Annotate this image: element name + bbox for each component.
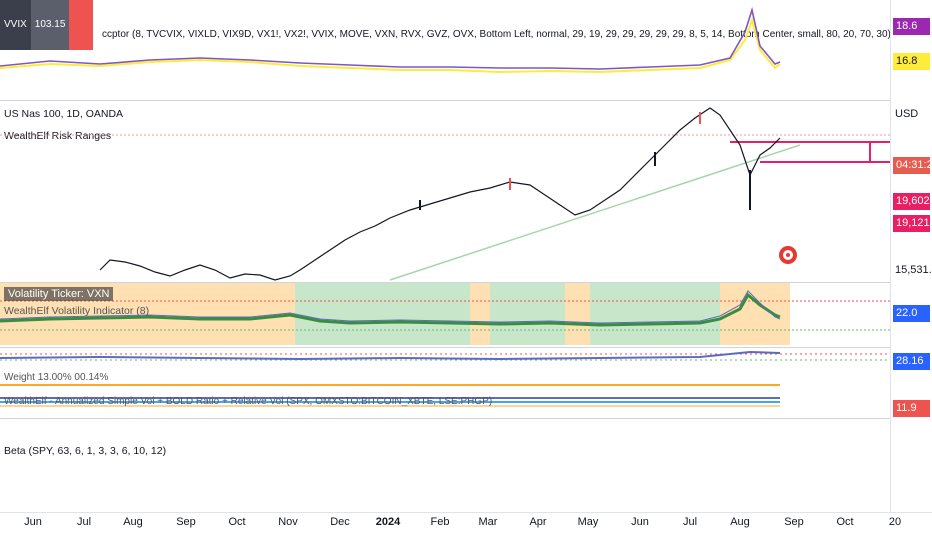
ticker-badge-color — [69, 0, 94, 50]
risk-upper-badge: 19,602.6 — [893, 193, 932, 210]
time-axis-label: Jun — [24, 516, 42, 528]
time-axis-label: Aug — [730, 516, 750, 528]
top-indicator-label[interactable]: ccptor (8, TVCVIX, VIXLD, VIX9D, VX1!, V… — [102, 29, 891, 40]
risk-ranges-label[interactable]: WealthElf Risk Ranges — [4, 130, 112, 142]
time-axis-label: Jul — [682, 516, 698, 528]
time-axis-label: Mar — [478, 516, 498, 528]
vix-price-badge: 18.6 — [893, 18, 930, 35]
event-icon — [779, 246, 797, 264]
vix-line — [0, 6, 781, 70]
relative-vol-badge: 11.9 — [893, 400, 930, 417]
time-axis-label: Apr — [529, 516, 547, 528]
price-scale[interactable] — [890, 0, 932, 512]
candles — [419, 112, 751, 210]
time-axis-label: Jul — [76, 516, 92, 528]
ticker-badges: VVIX 103.15 — [0, 0, 94, 50]
time-axis-label: Nov — [278, 516, 298, 528]
time-axis-label: Feb — [430, 516, 450, 528]
trend-line — [389, 144, 801, 281]
vvix-line — [0, 16, 781, 74]
vxn-line — [0, 292, 781, 327]
time-axis-label: 20 — [888, 516, 902, 528]
time-axis-label: Oct — [228, 516, 246, 528]
pane-separator — [0, 282, 890, 283]
time-axis[interactable] — [0, 512, 932, 551]
pane-separator — [0, 418, 890, 419]
volatility-indicator-label[interactable]: WealthElf Volatility Indicator (8) — [4, 305, 150, 317]
time-axis-label: Sep — [784, 516, 804, 528]
beta-label[interactable]: Beta (SPY, 63, 6, 1, 3, 3, 6, 10, 12) — [4, 445, 167, 457]
risk-lower-badge: 19,121.7 — [893, 215, 932, 232]
main-price-chart — [0, 107, 890, 281]
volatility-ticker-label[interactable]: Volatility Ticker: VXN — [4, 287, 114, 301]
price-series — [99, 107, 781, 281]
price-scale-bottom-value: 15,531.6 — [895, 264, 932, 276]
time-axis-label: Aug — [123, 516, 143, 528]
countdown-badge: 04:31:28 — [893, 157, 932, 174]
pane-separator — [0, 347, 890, 348]
weight-row: Weight 13.00% 00.14% — [4, 372, 109, 383]
symbol-title[interactable]: US Nas 100, 1D, OANDA — [4, 108, 124, 120]
time-axis-label: May — [577, 516, 599, 528]
time-axis-label: Jun — [631, 516, 649, 528]
time-axis-label: 2024 — [375, 516, 401, 528]
ratio-pane — [0, 350, 890, 407]
currency-label[interactable]: USD — [895, 108, 919, 120]
top-volatility-pane — [0, 6, 781, 74]
ticker-badge-value: 103.15 — [30, 0, 70, 50]
ratio-value-badge: 28.16 — [893, 353, 930, 370]
time-axis-label: Dec — [330, 516, 350, 528]
ticker-badge[interactable]: VVIX — [0, 0, 31, 50]
pane-separator — [0, 100, 890, 101]
time-axis-label: Sep — [176, 516, 196, 528]
vvix-price-badge: 16.8 — [893, 53, 930, 70]
vxn-signal-line — [0, 290, 781, 324]
time-axis-label: Oct — [836, 516, 854, 528]
annualized-vol-label[interactable]: WealthElf - Annualized Simple Vol + BOLD… — [4, 396, 493, 407]
volatility-value-badge: 22.0 — [893, 305, 930, 322]
